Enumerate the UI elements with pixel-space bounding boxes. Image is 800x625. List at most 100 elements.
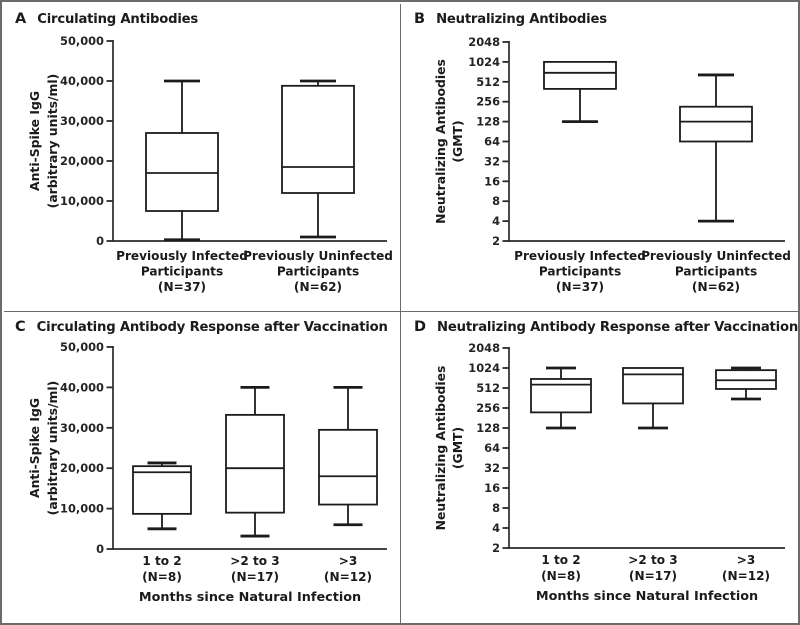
y-tick-label: 2: [492, 234, 500, 248]
y-tick-label: 8: [492, 194, 500, 208]
y-tick-label: 30,000: [60, 114, 104, 128]
category-label: Previously Uninfected: [243, 249, 393, 263]
category-label: >2 to 3: [628, 553, 677, 567]
y-tick-label: 40,000: [60, 74, 104, 88]
y-tick-label: 128: [476, 421, 500, 435]
y-tick-label: 2: [492, 541, 500, 555]
category-label: (N=8): [142, 570, 182, 584]
y-tick-label: 10,000: [60, 502, 104, 516]
y-tick-label: 256: [476, 95, 500, 109]
y-tick-label: 50,000: [60, 340, 104, 354]
panel-a-circulating-antibodies: 0 10,000 20,000 30,000 40,000 50,000 Anti-Spik…: [4, 4, 401, 312]
y-tick-label: 50,000: [60, 34, 104, 48]
panel-d-letter: D: [414, 319, 427, 335]
panel-c-circulating-response: 0 10,000 20,000 30,000 40,000 50,000 Anti-Spik…: [4, 312, 401, 623]
y-tick-label: 2048: [468, 35, 500, 49]
box-plot: [543, 61, 617, 123]
y-axis-label: (arbitrary units/ml): [45, 74, 60, 209]
category-label: >2 to 3: [230, 554, 279, 568]
box-iqr: [318, 428, 378, 506]
category-label: Previously Uninfected: [641, 249, 791, 263]
category-label: (N=37): [556, 280, 604, 294]
boxplot-svg-c: 0 10,000 20,000 30,000 40,000 50,000 Anti-Spik…: [27, 340, 387, 605]
box-iqr: [679, 105, 753, 143]
category-label: Previously Infected: [116, 249, 248, 263]
boxplot-svg-d: 2048 1024 512 256 128 64 32 16 8 4 2 Neutralizing A…: [433, 341, 785, 604]
y-tick-label: 32: [484, 461, 500, 475]
panel-b-title: B Neutralizing Antibodies: [414, 11, 607, 27]
box-iqr: [145, 132, 219, 212]
category-label: (N=37): [158, 280, 206, 294]
y-tick-label: 8: [492, 501, 500, 515]
box-plot: [622, 367, 684, 430]
panel-b-neutralizing-antibodies: 2048 1024 512 256 128 64 32 16 8 4 2 Neutralizing A…: [401, 4, 798, 312]
panel-d-title: D Neutralizing Antibody Response after V…: [414, 319, 798, 335]
panel-d-heading: Neutralizing Antibody Response after Vac…: [437, 320, 799, 335]
box-iqr: [225, 413, 285, 514]
y-tick-label: 0: [96, 542, 104, 556]
y-tick-label: 128: [476, 115, 500, 129]
panel-a-heading: Circulating Antibodies: [37, 12, 199, 27]
box-iqr: [132, 465, 192, 515]
y-tick-label: 2048: [468, 341, 500, 355]
y-axis-label: Neutralizing Antibodies: [433, 366, 448, 531]
boxplot-svg-a: 0 10,000 20,000 30,000 40,000 50,000 Anti-Spik…: [27, 34, 393, 294]
category-label: Participants: [675, 265, 757, 279]
category-label: (N=62): [692, 280, 740, 294]
y-tick-label: 512: [476, 381, 500, 395]
category-label: (N=12): [324, 570, 372, 584]
y-tick-label: 16: [484, 174, 500, 188]
box-plot: [281, 79, 355, 239]
y-tick-label: 30,000: [60, 421, 104, 435]
box-plot: [132, 461, 192, 531]
category-label: 1 to 2: [541, 553, 580, 567]
panel-b-letter: B: [414, 11, 426, 27]
panel-a-letter: A: [15, 11, 27, 27]
y-tick-label: 10,000: [60, 194, 104, 208]
panel-a-title: A Circulating Antibodies: [15, 11, 198, 27]
y-tick-label: 512: [476, 75, 500, 89]
boxplot-svg-b: 2048 1024 512 256 128 64 32 16 8 4 2 Neutralizing A…: [433, 35, 791, 294]
y-tick-label: 32: [484, 154, 500, 168]
y-tick-label: 4: [492, 521, 500, 535]
panel-c-title: C Circulating Antibody Response after Va…: [15, 319, 388, 335]
panel-c-letter: C: [15, 319, 26, 335]
box-plot: [679, 73, 753, 223]
box-iqr: [281, 84, 355, 194]
category-label: >3: [339, 554, 358, 568]
category-label: Participants: [539, 265, 621, 279]
category-label: (N=62): [294, 280, 342, 294]
y-tick-label: 20,000: [60, 461, 104, 475]
x-axis-title: Months since Natural Infection: [139, 590, 361, 605]
category-label: Previously Infected: [514, 249, 646, 263]
y-axis-label: (arbitrary units/ml): [45, 381, 60, 516]
y-tick-label: 4: [492, 214, 500, 228]
category-label: (N=17): [231, 570, 279, 584]
panel-c-heading: Circulating Antibody Response after Vacc…: [36, 320, 388, 335]
y-tick-label: 0: [96, 234, 104, 248]
y-tick-label: 1024: [468, 361, 500, 375]
category-label: >3: [737, 553, 756, 567]
y-tick-label: 64: [484, 441, 500, 455]
category-label: (N=17): [629, 569, 677, 583]
panel-d-neutralizing-response: 2048 1024 512 256 128 64 32 16 8 4 2 Neutralizing A…: [401, 312, 798, 623]
y-tick-label: 20,000: [60, 154, 104, 168]
category-label: Participants: [277, 265, 359, 279]
category-label: (N=12): [722, 569, 770, 583]
x-axis-title: Months since Natural Infection: [536, 589, 758, 604]
y-tick-label: 256: [476, 401, 500, 415]
y-axis-label: Anti-Spike IgG: [27, 91, 42, 191]
box-plot: [145, 79, 219, 242]
y-tick-label: 1024: [468, 55, 500, 69]
box-iqr: [543, 61, 617, 90]
box-iqr: [622, 367, 684, 405]
panel-b-heading: Neutralizing Antibodies: [436, 12, 607, 27]
y-tick-label: 16: [484, 481, 500, 495]
y-axis-label: Anti-Spike IgG: [27, 398, 42, 498]
box-plot: [225, 386, 285, 538]
y-axis-label: Neutralizing Antibodies: [433, 59, 448, 224]
box-plot: [715, 366, 777, 401]
box-plot: [318, 386, 378, 527]
category-label: (N=8): [541, 569, 581, 583]
